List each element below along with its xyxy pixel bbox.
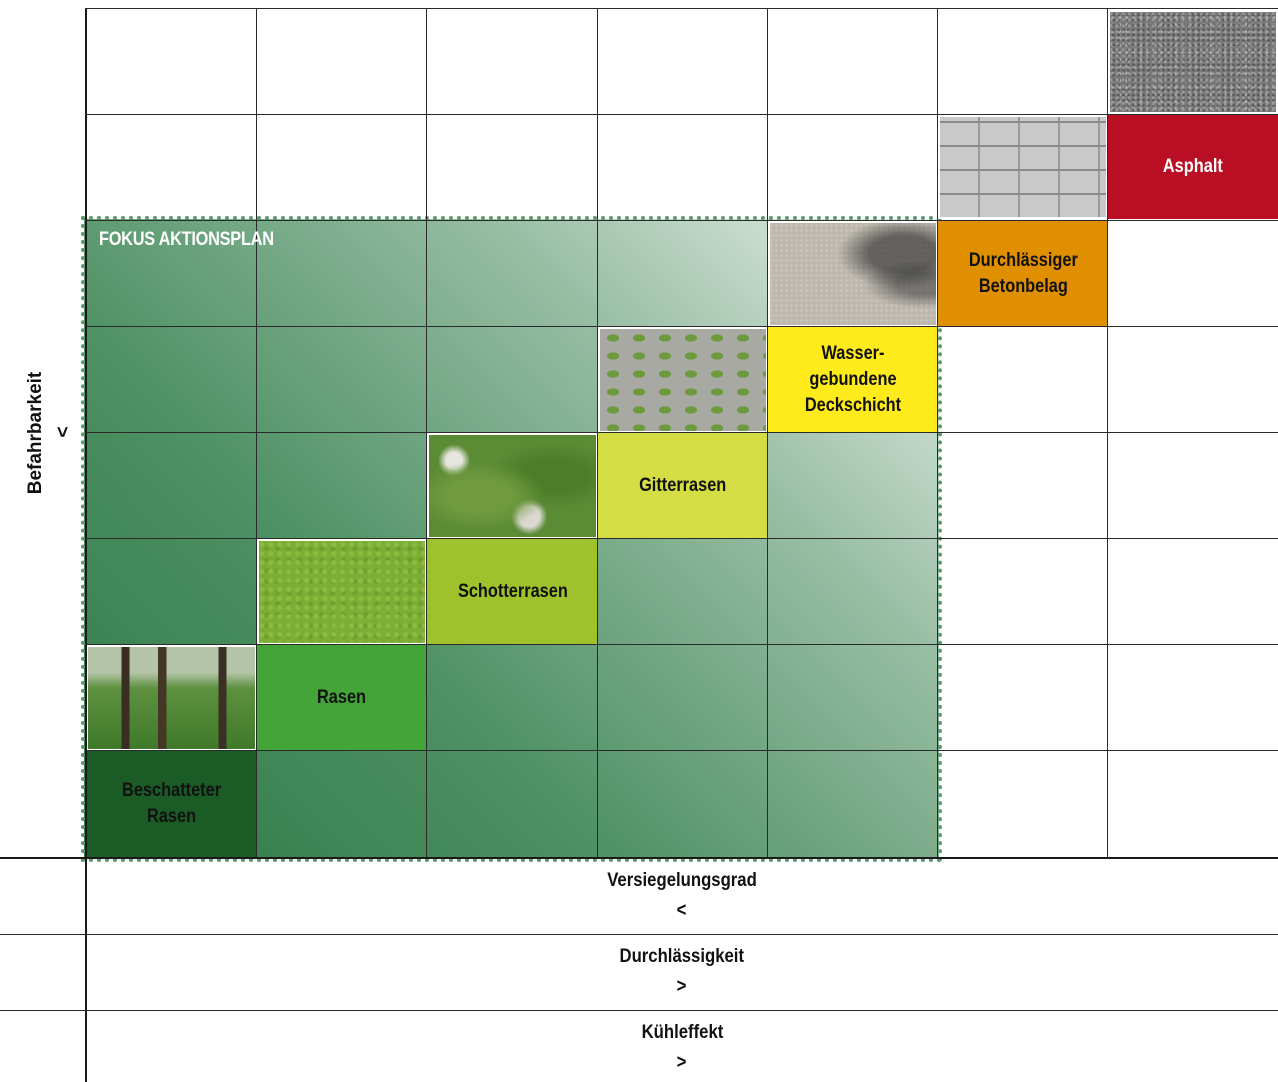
grid-line <box>85 220 1278 221</box>
grid-line <box>85 8 1278 9</box>
cell-gitterrasen-label: Gitterrasen <box>639 475 727 496</box>
grid-line <box>0 934 1278 935</box>
bottom-row-durchlaessigkeit: Durchlässigkeit > <box>86 942 1278 1002</box>
grid-line <box>937 8 938 858</box>
grid-line <box>85 750 1278 751</box>
shaded-photo <box>86 645 257 751</box>
bottom-row-kuehleffekt: Kühleffekt > <box>86 1018 1278 1078</box>
cell-asphalt: Asphalt <box>1108 115 1278 219</box>
grid-line <box>426 8 427 858</box>
concrete-photo <box>768 221 938 327</box>
cell-asphalt-label: Asphalt <box>1163 156 1223 177</box>
cell-beschatteter: Beschatteter Rasen <box>86 751 257 857</box>
cell-schotterrasen: Schotterrasen <box>427 539 598 645</box>
bottom-row-title: Durchlässigkeit <box>619 946 745 967</box>
cell-beschatteter-label: Beschatteter Rasen <box>121 780 221 827</box>
bottom-row-title: Versiegelungsgrad <box>607 870 757 891</box>
lawn-photo <box>257 539 427 645</box>
grid-line <box>85 114 1278 115</box>
gravel-photo <box>427 433 598 539</box>
pavers-photo <box>938 115 1108 219</box>
asphalt-photo <box>1108 10 1278 114</box>
grid-line <box>0 1010 1278 1011</box>
focus-label: FOKUS AKTIONSPLAN <box>99 229 274 250</box>
bottom-row-arrow: > <box>677 976 687 997</box>
grid-line <box>85 644 1278 645</box>
y-axis-arrow-glyph: < <box>53 426 74 438</box>
cell-gitterrasen: Gitterrasen <box>598 433 768 539</box>
cell-schotterrasen-label: Schotterrasen <box>457 581 568 602</box>
grid-line <box>85 538 1278 539</box>
cell-betonbelag-label: Durchlässiger Betonbelag <box>968 250 1078 297</box>
grid-line <box>85 432 1278 433</box>
grid-photo <box>598 327 768 433</box>
y-axis-label: Befahrbarkeit <box>25 372 47 495</box>
grid-line <box>85 8 87 1082</box>
y-axis-arrow: < <box>53 426 75 437</box>
cell-rasen-label: Rasen <box>317 687 367 708</box>
bottom-row-arrow: < <box>677 900 687 921</box>
grid-line <box>597 8 598 858</box>
y-axis-title: Befahrbarkeit <box>25 371 46 495</box>
cell-deckschicht: Wasser- gebundene Deckschicht <box>768 327 938 433</box>
bottom-row-arrow: > <box>677 1052 687 1073</box>
grid-line <box>1107 8 1108 858</box>
bottom-row-title: Kühleffekt <box>641 1022 723 1043</box>
cell-betonbelag: Durchlässiger Betonbelag <box>938 221 1108 327</box>
cell-rasen: Rasen <box>257 645 427 751</box>
grid-line <box>256 8 257 858</box>
bottom-row-versiegelungsgrad: Versiegelungsgrad < <box>86 866 1278 926</box>
cell-deckschicht-label: Wasser- gebundene Deckschicht <box>804 343 902 416</box>
grid-line <box>85 326 1278 327</box>
grid-line <box>767 8 768 858</box>
grid-line <box>0 857 1278 859</box>
